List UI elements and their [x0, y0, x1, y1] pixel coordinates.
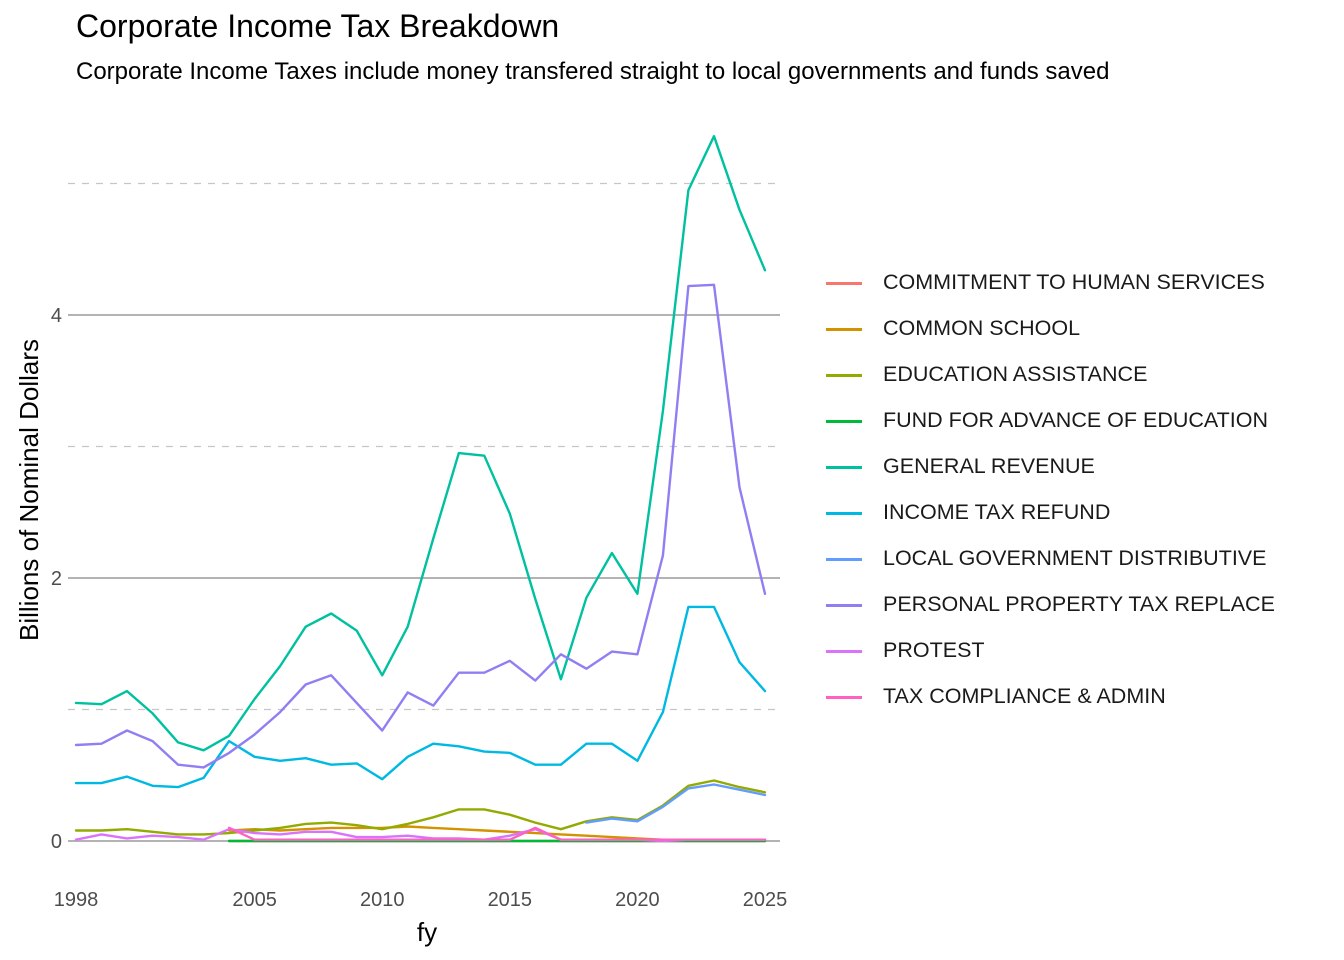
legend-key-line — [826, 696, 862, 699]
x-axis-title: fy — [417, 917, 437, 947]
x-tick-label: 2010 — [360, 889, 405, 911]
x-tick-label: 2025 — [743, 889, 788, 911]
series-line-general-revenue — [74, 135, 767, 752]
legend-key-line — [826, 374, 862, 377]
legend-key-line — [826, 328, 862, 331]
x-tick-label: 2005 — [232, 889, 277, 911]
legend-label: TAX COMPLIANCE & ADMIN — [883, 684, 1166, 708]
y-axis-title: Billions of Nominal Dollars — [14, 339, 44, 641]
grid-lines — [68, 182, 780, 842]
legend-label: FUND FOR ADVANCE OF EDUCATION — [883, 408, 1269, 432]
chart-title: Corporate Income Tax Breakdown — [76, 8, 560, 44]
legend-label: PERSONAL PROPERTY TAX REPLACE — [883, 592, 1275, 616]
legend-label: INCOME TAX REFUND — [883, 500, 1111, 524]
legend-key-line — [826, 512, 862, 515]
x-tick-label: 2015 — [488, 889, 533, 911]
legend-label: EDUCATION ASSISTANCE — [883, 362, 1148, 386]
legend-label: COMMON SCHOOL — [883, 316, 1081, 340]
x-tick-label: 1998 — [54, 889, 99, 911]
y-tick-label: 0 — [51, 831, 62, 853]
legend-key-line — [826, 558, 862, 561]
series-line-income-tax-refund — [74, 605, 767, 789]
x-tick-label: 2020 — [615, 889, 660, 911]
legend-key-line — [826, 282, 862, 285]
legend-label: COMMITMENT TO HUMAN SERVICES — [883, 270, 1265, 294]
series-line-tax-compliance-admin — [227, 826, 767, 841]
legend-label: PROTEST — [883, 638, 985, 662]
chart-subtitle: Corporate Income Taxes include money tra… — [76, 58, 1110, 85]
series-line-personal-property-tax-replace — [74, 283, 767, 769]
y-tick-label: 2 — [51, 568, 62, 590]
legend-key-line — [826, 650, 862, 653]
legend-key-line — [826, 604, 862, 607]
axis-tick-labels: 0 2 4 1998 2005 2010 2015 2020 2025 — [51, 305, 787, 911]
series-lines — [74, 135, 767, 843]
y-tick-label: 4 — [51, 305, 62, 327]
legend-key-line — [826, 466, 862, 469]
legend-key-line — [826, 420, 862, 423]
series-line-local-government-distributive — [585, 783, 767, 824]
legend-label: GENERAL REVENUE — [883, 454, 1095, 478]
legend-label: LOCAL GOVERNMENT DISTRIBUTIVE — [883, 546, 1267, 570]
